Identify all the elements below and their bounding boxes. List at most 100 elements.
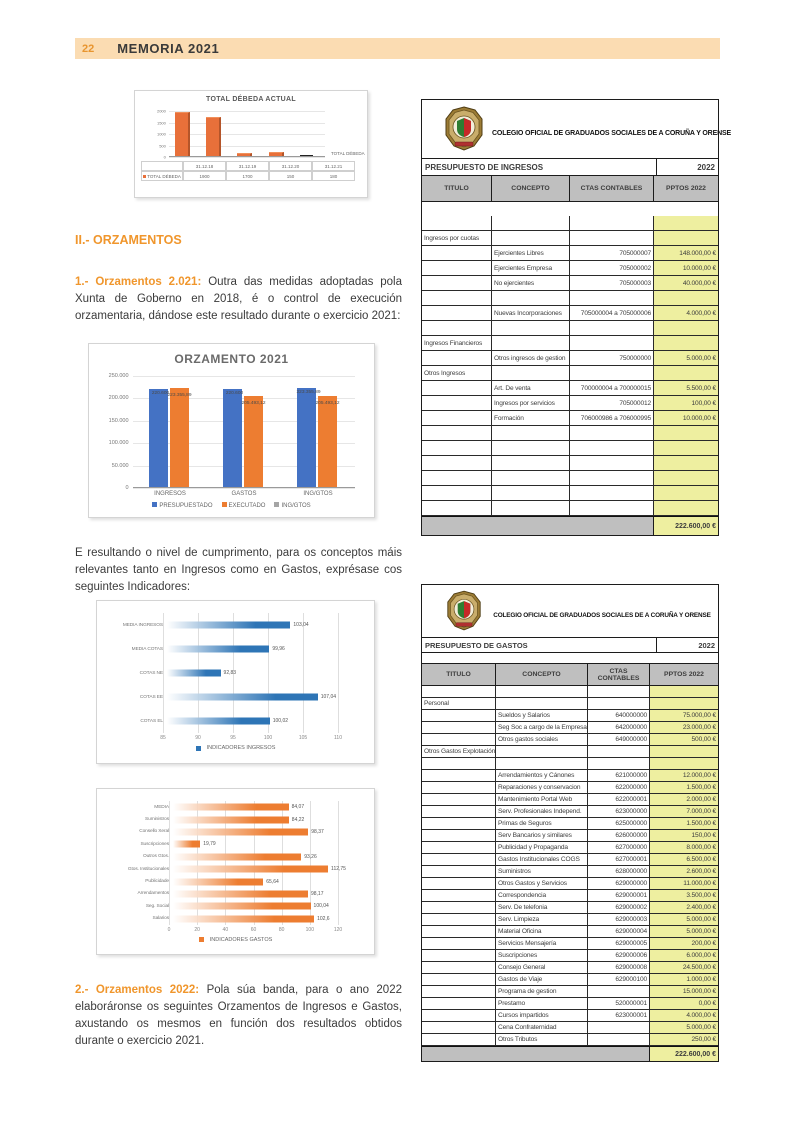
cell-category: 31.12.21 [312, 161, 355, 171]
table-row: Ingresos por servicios 705000012 100,00 € [422, 396, 718, 411]
colegio-logo-icon [447, 590, 481, 631]
colegio-logo-icon [445, 106, 483, 151]
hbar-row: Suministros 84,22 [107, 813, 364, 825]
y-tick-label: 50.000 [111, 462, 129, 469]
cell-concepto [496, 698, 588, 710]
cell-ctas-contables [570, 336, 654, 351]
table-gap [422, 202, 718, 216]
gridline [169, 157, 325, 158]
legend-key-icon [152, 502, 158, 507]
organization-name: COLEGIO OFICIAL DE GRADUADOS SOCIALES DE… [493, 612, 711, 619]
cell-ctas-contables: 629000006 [588, 950, 650, 962]
gridline [169, 801, 170, 925]
bar-track: 107,04 [167, 685, 338, 709]
cell-pptos [654, 486, 718, 501]
cell-pptos [654, 336, 718, 351]
cell-titulo [422, 842, 496, 854]
category-label: MEDIA COTAS [131, 646, 163, 652]
cell-ctas-contables: 706000986 a 706000995 [570, 411, 654, 426]
cell-pptos [654, 321, 718, 336]
bar [173, 828, 309, 836]
gridline [225, 801, 227, 925]
paragraph-text: Outra das medidas adoptadas pola Xunta d… [75, 275, 402, 322]
bar-value-label: 84,07 [291, 804, 305, 811]
cell-concepto: Servicios Mensajería [496, 938, 588, 950]
table-row: Suministros 628000000 2.600,00 € [422, 866, 718, 878]
bar [173, 902, 311, 910]
x-tick-label: 80 [278, 926, 285, 933]
cell-series-name: TOTAL DÉBEDA [141, 171, 183, 181]
cell-ctas-contables: 649000000 [588, 734, 650, 746]
cell-titulo [422, 914, 496, 926]
cell-titulo [422, 351, 492, 366]
table-row: Gastos Institucionales COGS 627000001 6.50… [422, 854, 718, 866]
y-tick-label: 500 [159, 143, 166, 148]
cell-value: 180 [312, 171, 355, 181]
table-gap [422, 653, 718, 663]
cell-ctas-contables: 629000004 [588, 926, 650, 938]
cell-titulo [422, 782, 496, 794]
x-axis-line [169, 156, 325, 157]
gridline [309, 801, 311, 925]
cell-concepto [492, 426, 570, 441]
bar [167, 621, 291, 629]
cell-ctas-contables [588, 746, 650, 758]
table-row: Correspondencia 629000001 3.500,00 € [422, 890, 718, 902]
cell-pptos [650, 758, 718, 770]
cell-titulo [422, 986, 496, 998]
table-row: Ingresos por cuotas [422, 231, 718, 246]
cell-titulo [422, 938, 496, 950]
table-row: Serv. Limpieza 629000003 5.000,00 € [422, 914, 718, 926]
category-label: Suministros [145, 817, 169, 823]
cell-concepto [492, 321, 570, 336]
table-title-row: PRESUPUESTO DE INGRESOS 2022 [422, 158, 718, 176]
table-row: Consejo General 629000008 24.500,00 € [422, 962, 718, 974]
cell-value: 1700 [226, 171, 269, 181]
bar-value-label: 93,26 [304, 853, 317, 860]
category-label: Gtos. Institucionales [127, 866, 169, 872]
hbar-row: Publicidade 65,64 [107, 875, 364, 887]
x-tick-label: 100 [263, 735, 273, 741]
bar-track: 100,02 [167, 709, 338, 733]
legend-label: INDICADORES INGRESOS [206, 745, 276, 751]
category-label: Seg. Social [145, 903, 169, 909]
cell-concepto [496, 746, 588, 758]
table-total-row: 222.600,00 € [422, 1046, 718, 1061]
gridline [268, 613, 269, 733]
hbar-row: COTAS NE 92,83 [107, 661, 364, 685]
table-row [422, 456, 718, 471]
gridline [253, 801, 255, 925]
cell-titulo [422, 216, 492, 231]
paragraph-orzamentos-2022: 2.- Orzamentos 2022: Pola súa banda, par… [75, 982, 402, 1050]
cell-pptos: 500,00 € [650, 734, 718, 746]
hbar-chart: MEDIA 84,07 Suministros 84,22 Consello Xeral… [107, 801, 364, 943]
cell-concepto: Formación [492, 411, 570, 426]
cell-ctas-contables: 642000000 [588, 722, 650, 734]
cell-titulo [422, 758, 496, 770]
cell-concepto: Reparaciones y conservacion [496, 782, 588, 794]
table-row: Cursos impartidos 623000001 4.000,00 € [422, 1010, 718, 1022]
y-tick-label: 1500 [156, 120, 166, 125]
bar [268, 151, 284, 157]
bar-data-label: 205.493,12 [241, 400, 266, 406]
bar-value-label: 100,02 [272, 718, 289, 724]
paragraph-label: 1.- Orzamentos 2.021: [75, 275, 202, 288]
category-label: COTAS NE [139, 670, 163, 676]
category-label: GASTOS [231, 491, 257, 497]
legend-label: ING/GTOS [281, 503, 311, 509]
bar [173, 890, 308, 898]
cell-pptos: 8.000,00 € [650, 842, 718, 854]
cell-ctas-contables: 520000001 [588, 998, 650, 1010]
table-row: Primas de Seguros 625000000 1.500,00 € [422, 818, 718, 830]
chart-series-label: TOTAL DÉBEDA [331, 151, 365, 156]
cell-concepto: Art. De venta [492, 381, 570, 396]
bar-track: 19,79 [173, 838, 338, 850]
table-row: Otros ingresos de gestion 750000000 5.000,… [422, 351, 718, 366]
cell-ctas-contables: 705000003 [570, 276, 654, 291]
cell-pptos: 11.000,00 € [650, 878, 718, 890]
cell-pptos: 5.000,00 € [650, 914, 718, 926]
cell-ctas-contables [570, 321, 654, 336]
table-row [422, 501, 718, 516]
cell-concepto: Cursos impartidos [496, 1010, 588, 1022]
cell-pptos: 100,00 € [654, 396, 718, 411]
